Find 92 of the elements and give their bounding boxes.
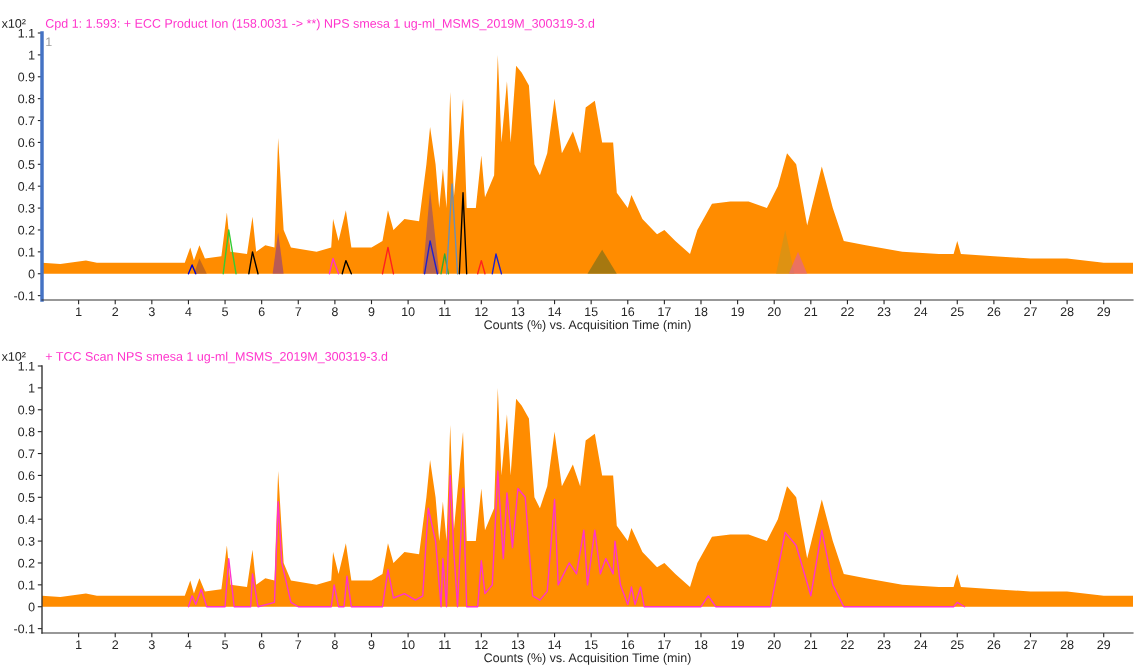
x-tick-label: 4	[185, 307, 192, 316]
x-tick-label: 10	[402, 640, 415, 650]
x-tick-label: 27	[1024, 640, 1037, 649]
x-tick-label: 15	[585, 640, 598, 650]
x-tick-label: 20	[767, 640, 781, 650]
x-tick-label: 4	[185, 640, 192, 649]
x-axis-title: Counts (%) vs. Acquisition Time (min)	[484, 319, 691, 332]
y-tick-label: 0.1	[18, 247, 35, 257]
x-tick-label: 1	[76, 640, 82, 649]
x-tick-label: 17	[658, 640, 671, 649]
x-tick-label: 20	[767, 307, 781, 317]
x-axis-title: Counts (%) vs. Acquisition Time (min)	[484, 652, 691, 665]
x-tick-label: 28	[1060, 307, 1074, 317]
y-tick-label: -0.1	[14, 624, 35, 634]
x-tick-label: 1	[76, 307, 82, 316]
x-tick-label: 3	[148, 307, 155, 317]
x-tick-label: 22	[841, 307, 854, 316]
x-tick-label: 29	[1097, 640, 1111, 650]
x-tick-label: 19	[731, 640, 744, 650]
y-tick-label: 0.9	[18, 405, 35, 415]
x-tick-label: 18	[695, 640, 708, 650]
y-tick-label: 0.4	[18, 515, 35, 524]
y-tick-label: 0.5	[18, 493, 35, 502]
x-tick-label: 3	[148, 640, 155, 650]
x-tick-label: 25	[950, 640, 964, 650]
y-tick-label: 0.4	[18, 182, 35, 191]
x-tick-label: 2	[112, 640, 119, 649]
y-tick-label: 0.8	[18, 427, 35, 437]
y-tick-label: 0.6	[18, 471, 35, 481]
x-tick-label: 16	[621, 640, 635, 650]
x-tick-label: 29	[1097, 307, 1111, 317]
x-tick-label: 12	[475, 640, 488, 649]
x-tick-label: 11	[439, 307, 451, 316]
x-tick-label: 6	[258, 640, 265, 650]
x-tick-label: 13	[511, 307, 525, 317]
y-tick-label: 0.3	[18, 203, 35, 213]
x-tick-label: 19	[731, 307, 744, 317]
y-tick-label: 0.5	[18, 160, 35, 169]
x-tick-label: 12	[475, 307, 488, 316]
text: x10²	[1, 19, 26, 28]
y-tick-label: 0.8	[18, 94, 35, 104]
x-tick-label: 7	[295, 640, 302, 649]
x-tick-label: 22	[841, 640, 854, 649]
y-tick-label: 1	[29, 50, 35, 60]
x-tick-label: 27	[1024, 307, 1037, 316]
y-tick-label: 0.6	[18, 138, 35, 148]
annotation: 1	[46, 37, 52, 47]
y-tick-label: 0.7	[18, 116, 35, 126]
x-tick-label: 28	[1060, 640, 1074, 650]
x-tick-label: 26	[987, 307, 1001, 317]
chart-title: + TCC Scan NPS smesa 1 ug-ml_MSMS_2019M_300319-3.d	[45, 351, 388, 364]
x-tick-label: 13	[511, 640, 525, 650]
x-tick-label: 8	[331, 307, 338, 317]
x-tick-label: 7	[295, 307, 302, 316]
y-tick-label: 0.2	[18, 225, 35, 235]
x-tick-label: 16	[621, 307, 635, 317]
x-tick-label: 2	[112, 307, 119, 316]
y-tick-label: 0.3	[18, 536, 35, 546]
x-tick-label: 11	[439, 640, 451, 649]
x-tick-label: 9	[368, 307, 375, 317]
x-tick-label: 26	[987, 640, 1001, 650]
x-tick-label: 23	[877, 307, 891, 317]
x-tick-label: 18	[695, 307, 708, 317]
line-series	[187, 470, 966, 608]
x-tick-label: 6	[258, 307, 265, 317]
x-tick-label: 24	[914, 307, 928, 316]
y-tick-label: 0.1	[18, 580, 35, 590]
x-tick-label: 23	[877, 640, 891, 650]
x-tick-label: 10	[402, 307, 415, 317]
y-tick-label: -0.1	[14, 291, 35, 301]
x-tick-label: 8	[331, 640, 338, 650]
x-tick-label: 25	[950, 307, 964, 317]
x-tick-label: 21	[804, 640, 818, 649]
x-tick-label: 14	[548, 307, 562, 316]
x-tick-label: 5	[222, 307, 229, 317]
x-tick-label: 21	[804, 307, 818, 316]
y-tick-label: 0	[28, 602, 35, 612]
y-tick-label: 1.1	[18, 361, 35, 371]
text: x10²	[1, 352, 26, 361]
x-tick-label: 5	[222, 640, 229, 650]
y-tick-label: 0.9	[18, 72, 35, 82]
y-tick-label: 1.1	[18, 28, 35, 38]
x-tick-label: 9	[368, 640, 375, 650]
y-tick-label: 1	[29, 383, 35, 393]
x-tick-label: 15	[585, 307, 598, 317]
y-tick-label: 0.2	[18, 558, 35, 568]
x-tick-label: 14	[548, 640, 562, 649]
chart-title: Cpd 1: 1.593: + ECC Product Ion (158.0031 -> **) NPS smesa 1 ug-ml_MSMS_2019M_300319-3.d	[45, 18, 595, 31]
y-tick-label: 0.7	[18, 449, 35, 459]
x-tick-label: 17	[658, 307, 671, 316]
y-tick-label: 0	[28, 269, 35, 279]
x-tick-label: 24	[914, 640, 928, 649]
